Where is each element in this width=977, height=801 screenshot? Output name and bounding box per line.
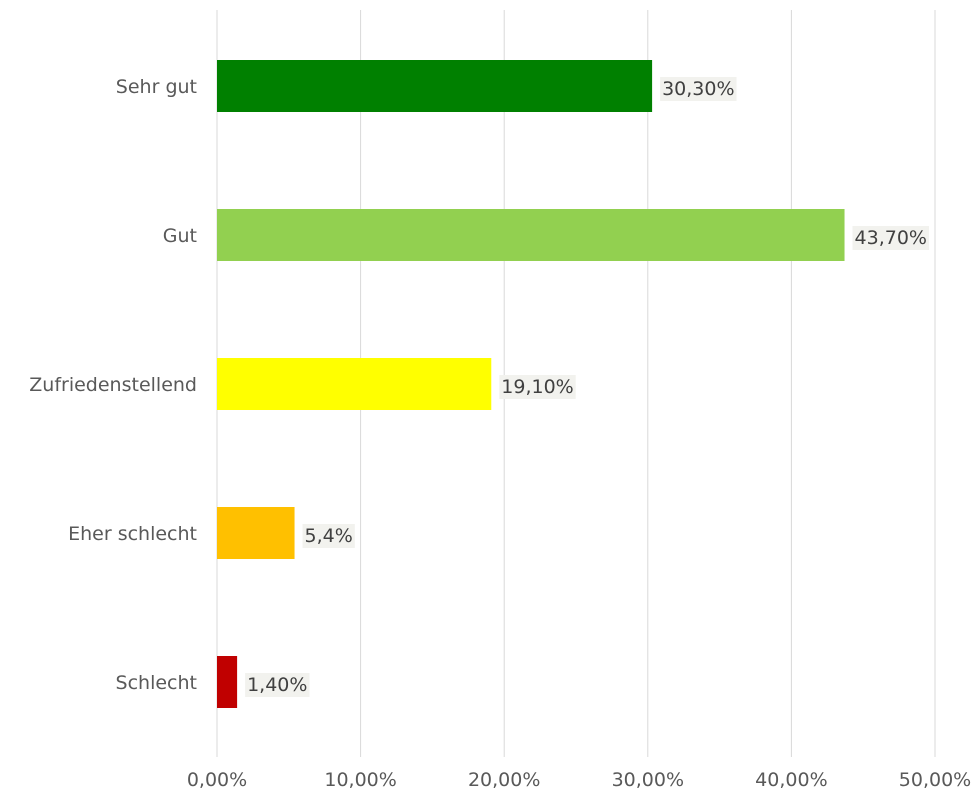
data-label: 30,30% <box>662 78 734 100</box>
x-tick-label: 10,00% <box>324 769 396 791</box>
data-label: 19,10% <box>501 376 573 398</box>
data-label-group: 30,30% <box>660 77 736 101</box>
x-tick-label: 0,00% <box>187 769 247 791</box>
data-label-group: 19,10% <box>499 375 575 399</box>
bar <box>217 209 845 261</box>
category-labels: Sehr gut Gut Zufriedenstellend Eher schlech… <box>29 76 197 694</box>
x-tick-label: 30,00% <box>612 769 684 791</box>
data-label-group: 43,70% <box>853 226 929 250</box>
bar <box>217 60 652 112</box>
category-label: Gut <box>163 225 197 247</box>
category-label: Sehr gut <box>116 76 197 98</box>
category-label: Zufriedenstellend <box>29 374 197 396</box>
x-axis-tick-labels: 0,00% 10,00% 20,00% 30,00% 40,00% 50,00% <box>187 769 971 791</box>
bar <box>217 656 237 708</box>
x-tick-label: 40,00% <box>755 769 827 791</box>
bar <box>217 507 295 559</box>
x-tick-label: 20,00% <box>468 769 540 791</box>
category-label: Schlecht <box>116 672 197 694</box>
data-label: 5,4% <box>305 525 353 547</box>
x-tick-label: 50,00% <box>899 769 971 791</box>
category-label: Eher schlecht <box>68 523 197 545</box>
data-label: 1,40% <box>247 674 307 696</box>
bar <box>217 358 491 410</box>
data-label-group: 1,40% <box>245 673 309 697</box>
data-label-group: 5,4% <box>303 524 355 548</box>
data-label: 43,70% <box>855 227 927 249</box>
